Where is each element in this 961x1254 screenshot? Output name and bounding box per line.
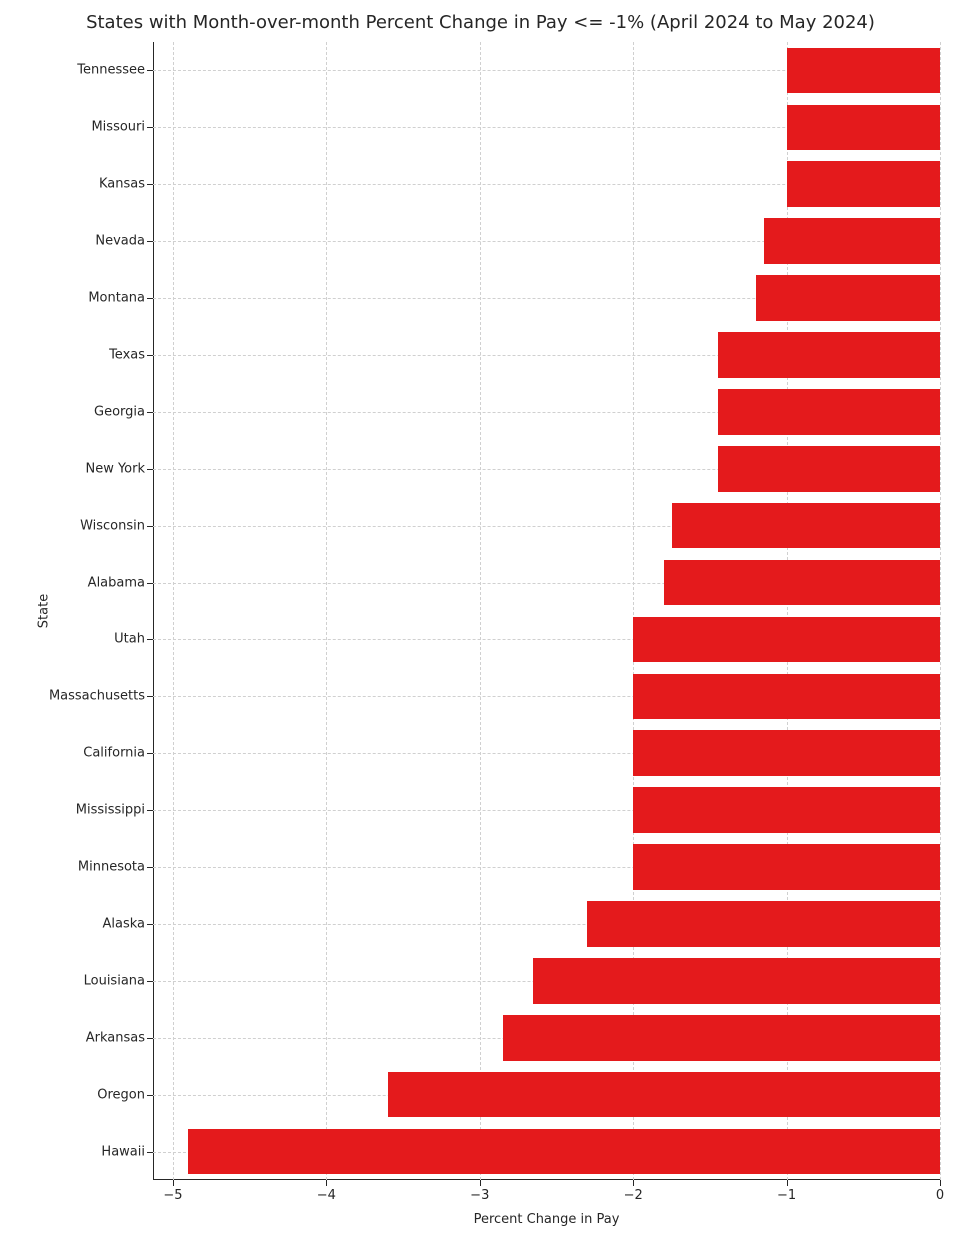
x-tick-label: −4: [317, 1180, 336, 1203]
y-tick-label: Tennessee: [77, 63, 153, 78]
x-tick-label: −5: [163, 1180, 182, 1203]
y-tick-label: California: [83, 746, 153, 761]
bar: [718, 446, 940, 492]
bar: [503, 1015, 940, 1061]
gridline-vertical: [787, 42, 788, 1180]
bar: [633, 844, 940, 890]
y-tick-label: Nevada: [95, 234, 153, 249]
bar: [764, 218, 940, 264]
y-tick-label: Kansas: [99, 177, 153, 192]
bar: [633, 787, 940, 833]
y-tick-label: Louisiana: [84, 973, 153, 988]
bar: [787, 161, 940, 207]
bar: [718, 389, 940, 435]
gridline-vertical: [173, 42, 174, 1180]
bar: [787, 48, 940, 94]
x-axis-spine: [153, 1179, 940, 1180]
bar: [587, 901, 940, 947]
x-tick-label: −3: [470, 1180, 489, 1203]
x-tick-label: −1: [777, 1180, 796, 1203]
bar: [718, 332, 940, 378]
bar: [388, 1072, 940, 1118]
y-tick-label: Mississippi: [76, 803, 153, 818]
y-tick-label: Massachusetts: [49, 689, 153, 704]
x-axis-label: Percent Change in Pay: [474, 1212, 620, 1227]
y-axis-spine: [153, 42, 154, 1180]
gridline-vertical: [326, 42, 327, 1180]
bar: [188, 1129, 940, 1175]
y-tick-label: Montana: [88, 291, 153, 306]
bar: [633, 674, 940, 720]
x-tick-label: −2: [624, 1180, 643, 1203]
plot-area: Percent Change in Pay State −5−4−3−2−10T…: [153, 42, 940, 1180]
bar: [533, 958, 940, 1004]
gridline-vertical: [633, 42, 634, 1180]
chart-title: States with Month-over-month Percent Cha…: [0, 12, 961, 33]
y-tick-label: Alaska: [102, 916, 153, 931]
bar: [787, 105, 940, 151]
y-tick-label: Georgia: [94, 404, 153, 419]
bar: [633, 617, 940, 663]
gridline-vertical: [480, 42, 481, 1180]
gridline-vertical: [940, 42, 941, 1180]
y-tick-label: Utah: [114, 632, 153, 647]
y-tick-label: Alabama: [88, 575, 153, 590]
y-tick-label: Wisconsin: [80, 518, 153, 533]
y-tick-label: Missouri: [91, 120, 153, 135]
bar: [664, 560, 940, 606]
bar: [633, 730, 940, 776]
y-tick-label: Minnesota: [78, 860, 153, 875]
bar: [672, 503, 940, 549]
y-tick-label: Hawaii: [101, 1144, 153, 1159]
y-axis-label: State: [36, 594, 51, 628]
y-tick-label: Texas: [109, 347, 153, 362]
y-tick-label: New York: [85, 461, 153, 476]
x-tick-label: 0: [936, 1180, 944, 1203]
y-tick-label: Oregon: [97, 1087, 153, 1102]
bar: [756, 275, 940, 321]
chart-page: States with Month-over-month Percent Cha…: [0, 0, 961, 1254]
y-tick-label: Arkansas: [86, 1030, 153, 1045]
